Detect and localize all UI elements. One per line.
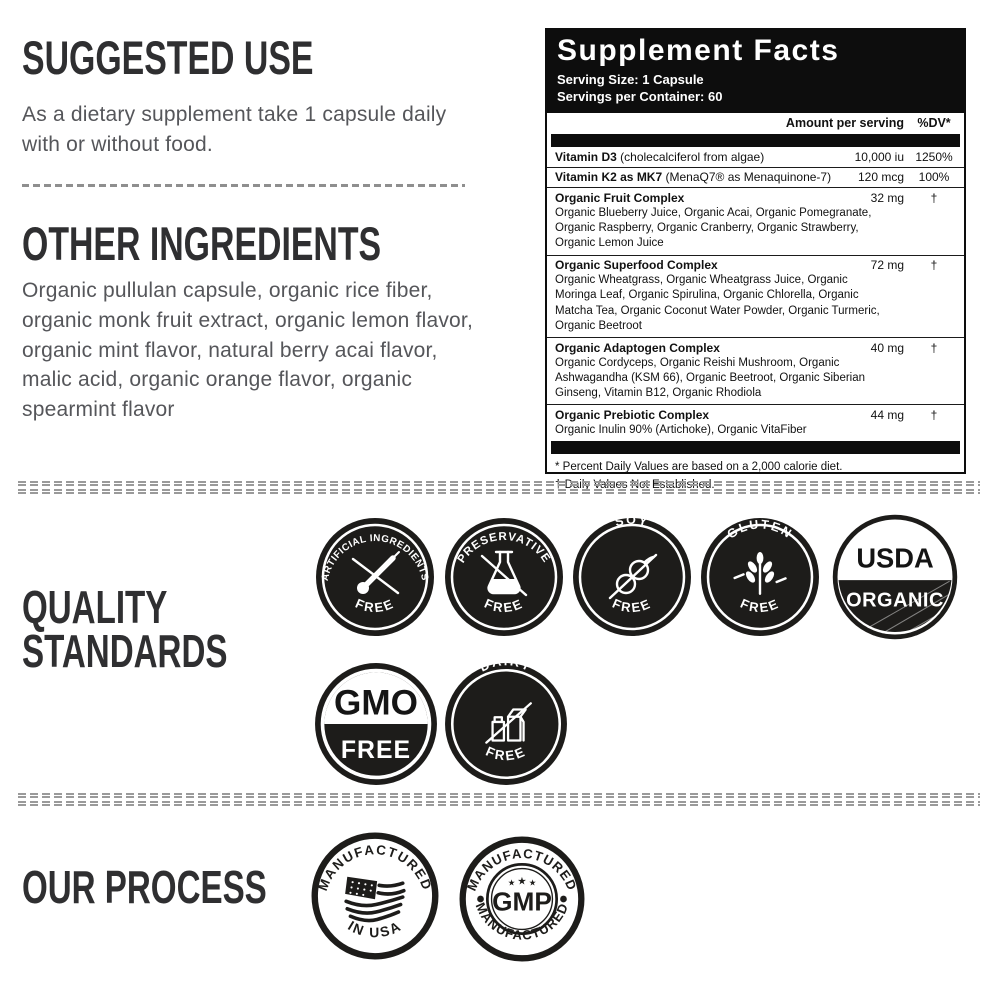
ingredient-detail: (MenaQ7® as Menaquinone-7): [662, 170, 832, 185]
ingredient-amount: 120 mcg: [857, 170, 904, 185]
thick-divider-bar: [551, 134, 960, 148]
gmp-stars-icon: ★ ★ ★: [477, 862, 567, 936]
gmp-label: GMP: [492, 887, 552, 917]
other-ingredients-title: OTHER INGREDIENTS: [22, 217, 382, 270]
suggested-use-body: As a dietary supplement take 1 capsule d…: [22, 103, 447, 156]
badge-top-label: SOY: [613, 517, 648, 529]
ingredient-amount: 32 mg: [870, 190, 904, 205]
ingredient-name: Organic Prebiotic Complex: [555, 407, 710, 422]
soy-free-badge: SOY FREE: [572, 517, 692, 637]
quality-title-line1: QUALITY: [22, 581, 168, 633]
ingredient-dv: †: [930, 190, 938, 205]
section-dashed-divider: [22, 184, 465, 187]
ingredient-dv: 100%: [918, 170, 950, 185]
svg-text:FREE: FREE: [610, 596, 654, 616]
badge-bottom-label: FREE: [482, 596, 524, 616]
ingredient-name: Vitamin D3: [555, 149, 617, 164]
ingredient-name: Vitamin K2 as MK7: [555, 170, 663, 185]
supplement-facts-column-header: Amount per serving %DV*: [547, 113, 964, 134]
milk-crossed-icon: [485, 702, 532, 744]
free-label: FREE: [341, 737, 411, 764]
supplement-facts-header: Supplement Facts Serving Size: 1 Capsule…: [547, 30, 964, 114]
supplement-facts-row: Vitamin D3 (cholecalciferol from algae) 1…: [547, 147, 964, 167]
supplement-facts-row: Organic Prebiotic Complex 44 mg † Organic I…: [547, 404, 964, 441]
ingredient-amount: 40 mg: [870, 340, 904, 355]
flask-crossed-icon: [480, 550, 528, 597]
ingredient-name: Organic Superfood Complex: [555, 258, 718, 273]
supplement-facts-row: Organic Superfood Complex 72 mg † Organic W…: [547, 254, 964, 338]
usa-flag-icon: [344, 876, 406, 923]
ingredient-amount: 72 mg: [870, 258, 904, 273]
svg-text:FREE: FREE: [353, 596, 397, 616]
artificial-ingredients-free-badge: ARTIFICIAL INGREDIENTS FREE: [315, 517, 435, 637]
gmo-free-badge: GMO FREE: [314, 662, 438, 786]
svg-text:★: ★: [508, 877, 516, 887]
ingredient-detail: (cholecalciferol from algae): [616, 149, 765, 164]
footnote-daily-values: * Percent Daily Values are based on a 2,…: [555, 461, 843, 474]
usda-organic-badge: USDA ORGANIC: [832, 514, 958, 640]
thick-divider-bar: [551, 441, 960, 455]
usda-label: USDA: [856, 543, 933, 574]
svg-text:FREE: FREE: [482, 596, 526, 616]
badge-bottom-label: FREE: [353, 596, 395, 616]
supplement-facts-panel: Supplement Facts Serving Size: 1 Capsule…: [545, 28, 966, 491]
svg-text:IN USA: IN USA: [345, 917, 404, 940]
our-process-title: OUR PROCESS: [22, 861, 267, 913]
svg-text:★: ★: [529, 877, 537, 887]
ingredient-amount: 44 mg: [870, 407, 904, 422]
ingredient-amount: 10,000 iu: [854, 149, 904, 164]
badge-bottom-label: IN USA: [345, 917, 402, 940]
badge-bottom-label: FREE: [738, 596, 780, 616]
ingredient-dv: 1250%: [915, 149, 953, 164]
supplement-facts-row: Vitamin K2 as MK7 (MenaQ7® as Menaquinon…: [547, 166, 964, 188]
ingredient-dv: †: [930, 407, 938, 422]
ingredient-sublist: Organic Cordyceps, Organic Reishi Mushro…: [555, 356, 866, 400]
ingredient-sublist: Organic Blueberry Juice, Organic Acai, O…: [555, 206, 872, 250]
preservative-free-badge: PRESERVATIVE FREE: [444, 517, 564, 637]
gmo-label: GMO: [334, 684, 418, 723]
ingredient-name: Organic Fruit Complex: [555, 190, 685, 205]
dropper-crossed-icon: [351, 551, 400, 595]
ingredient-dv: †: [930, 340, 938, 355]
svg-text:SOY: SOY: [613, 517, 650, 529]
badge-bottom-label: FREE: [610, 596, 652, 616]
page-dashed-divider: [18, 793, 980, 807]
suggested-use-title: SUGGESTED USE: [22, 31, 314, 84]
amount-column-label: Amount per serving: [785, 116, 904, 131]
dairy-free-badge: DAIRY FREE: [444, 662, 568, 786]
gmp-manufactured-badge: MANUFACTURED ★ ★ ★ GMP MANUFACTURED: [459, 836, 585, 962]
svg-text:★: ★: [517, 875, 527, 887]
manufactured-in-usa-badge: MANUFACTURED IN USA: [311, 832, 439, 960]
dv-column-label: %DV*: [917, 116, 951, 131]
svg-text:FREE: FREE: [738, 596, 782, 616]
serving-size: Serving Size: 1 Capsule: [557, 72, 704, 88]
ingredient-sublist: Organic Wheatgrass, Organic Wheatgrass J…: [555, 274, 880, 332]
supplement-facts-row: Organic Adaptogen Complex 40 mg † Organic C…: [547, 337, 964, 404]
other-ingredients-body: Organic pullulan capsule, organic rice f…: [22, 279, 473, 422]
ingredient-dv: †: [930, 258, 938, 273]
quality-standards-title: QUALITY STANDARDS: [22, 581, 228, 677]
supplement-facts-title: Supplement Facts: [557, 34, 840, 67]
quality-title-line2: STANDARDS: [22, 624, 228, 677]
gluten-free-badge: GLUTEN FREE: [700, 517, 820, 637]
soybean-crossed-icon: [608, 553, 658, 600]
page-dashed-divider: [18, 481, 980, 495]
servings-per-container: Servings per Container: 60: [557, 89, 723, 105]
ingredient-sublist: Organic Inulin 90% (Artichoke), Organic …: [555, 423, 807, 436]
supplement-facts-row: Organic Fruit Complex 32 mg † Organic Blueb…: [547, 187, 964, 254]
supplement-facts-rows: Vitamin D3 (cholecalciferol from algae) 1…: [547, 147, 964, 441]
ingredient-name: Organic Adaptogen Complex: [555, 340, 720, 355]
organic-label: ORGANIC: [846, 589, 944, 611]
wheat-crossed-icon: [733, 552, 787, 595]
